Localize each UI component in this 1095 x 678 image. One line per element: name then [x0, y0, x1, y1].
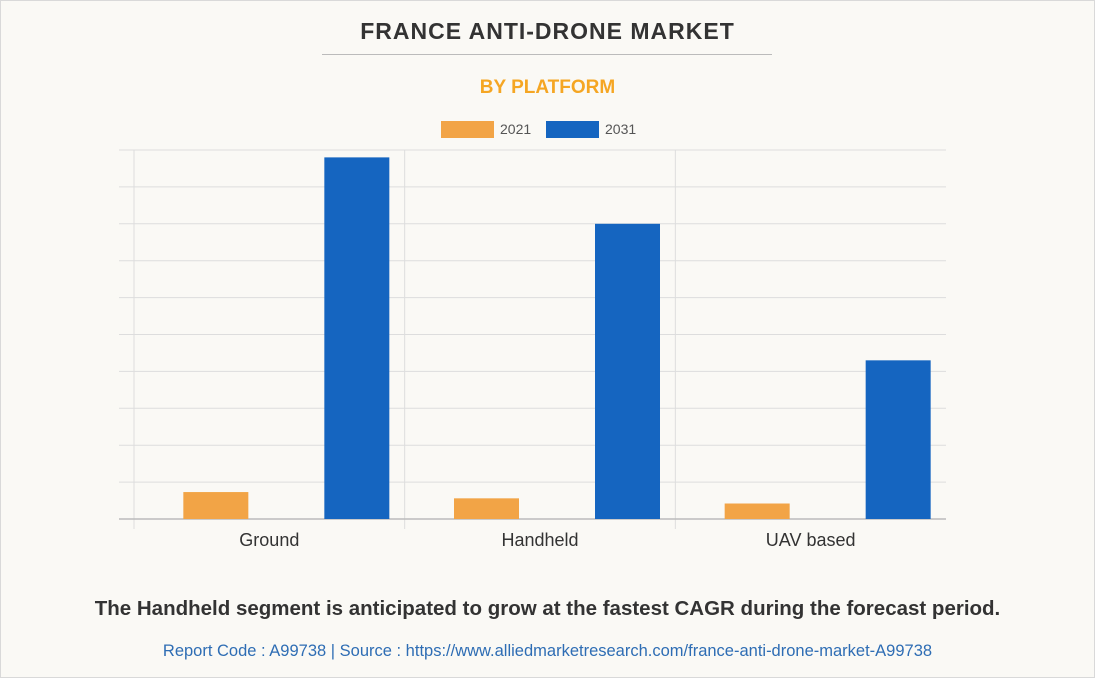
footer-note: The Handheld segment is anticipated to g… [94, 597, 1001, 620]
x-tick-label: Ground [239, 530, 299, 550]
title-divider [322, 54, 772, 55]
legend-label: 2031 [605, 121, 636, 137]
bar-2031-uav-based [865, 360, 931, 519]
source-link[interactable]: Report Code : A99738 | Source : https://… [162, 642, 933, 660]
bar-2021-handheld [454, 498, 519, 519]
x-tick-label: Handheld [501, 530, 578, 550]
legend-swatch-2031 [546, 121, 599, 138]
bar-2031-ground [324, 157, 390, 519]
chart-title: FRANCE ANTI-DRONE MARKET [360, 18, 735, 44]
x-tick-label: UAV based [766, 530, 856, 550]
chart-subtitle: BY PLATFORM [479, 77, 616, 98]
bar-2031-handheld [595, 223, 660, 520]
legend-swatch-2021 [441, 121, 494, 138]
bar-2021-uav-based [724, 503, 790, 519]
legend-label: 2021 [500, 121, 531, 137]
bar-2021-ground [183, 492, 249, 519]
